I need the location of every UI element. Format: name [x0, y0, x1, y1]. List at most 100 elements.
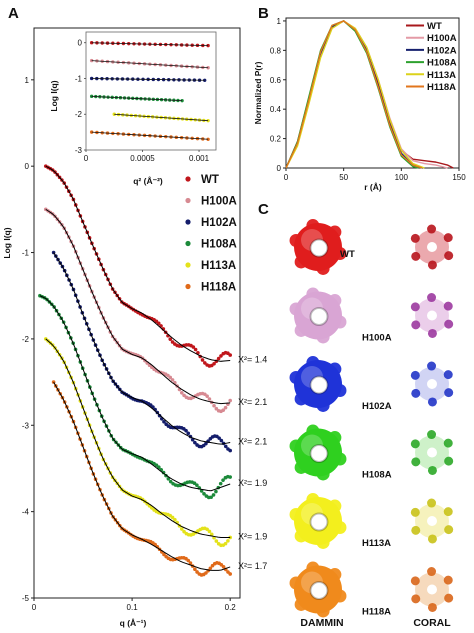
- main-point: [217, 436, 221, 440]
- main-point: [208, 566, 213, 571]
- main-point: [168, 479, 173, 484]
- main-y-tick-label: -1: [22, 249, 30, 258]
- pr-y-axis-label: Normalized P(r): [253, 61, 263, 124]
- pr-y-tick-label: 1: [277, 17, 282, 26]
- model-label-h118a: H118A: [362, 607, 391, 618]
- main-point: [199, 489, 204, 493]
- inset-point: [206, 66, 210, 70]
- main-point: [209, 495, 213, 500]
- dammin-model-h113a: [289, 493, 347, 549]
- legend-marker-h113a: [185, 262, 191, 268]
- main-point: [216, 356, 221, 361]
- main-point: [170, 515, 175, 520]
- main-point: [228, 475, 232, 479]
- main-x-tick-label: 0.2: [225, 603, 237, 612]
- inset-series-wt: [89, 41, 210, 48]
- pr-x-axis-label: r (Å): [364, 182, 382, 192]
- inset-fit-line: [91, 131, 209, 140]
- dammin-model-h108a: [289, 424, 347, 481]
- main-point: [184, 428, 188, 433]
- inset-series-h100a: [89, 58, 210, 70]
- main-point: [186, 558, 191, 563]
- main-point: [214, 489, 218, 494]
- legend-label-h102a: H102A: [201, 217, 237, 229]
- main-point: [212, 361, 216, 366]
- legend-label-wt: WT: [201, 174, 219, 186]
- main-series-wt: X²= 1.4: [43, 164, 267, 368]
- inset-point: [180, 98, 184, 103]
- main-point: [162, 552, 166, 557]
- guinier-inset-plot: 0 0.0005 0.001 0 -1 -2 -3 Log I(q) q² (Å⁻²): [49, 31, 217, 186]
- inset-point: [89, 41, 94, 45]
- panel-label-a: A: [8, 5, 19, 22]
- inset-fit-line: [91, 60, 209, 69]
- coral-model-h113a: [410, 498, 454, 544]
- main-fit-line: [45, 338, 231, 539]
- model-label-h100a: H100A: [362, 333, 392, 344]
- inset-y-tick-label: -3: [75, 146, 83, 155]
- inset-y-tick-label: -2: [75, 110, 83, 119]
- pr-y-tick-label: 0.8: [270, 46, 282, 55]
- inset-fit-line: [91, 95, 183, 102]
- main-point: [205, 394, 209, 398]
- inset-x-axis-label: q² (Å⁻²): [133, 176, 163, 186]
- inset-x-tick-label: 0: [84, 154, 89, 163]
- model-row-wt: WT: [289, 219, 454, 275]
- pr-legend-label-h100a: H100A: [427, 33, 457, 44]
- pr-line-h113a: [285, 20, 425, 169]
- panel-label-b: B: [258, 5, 269, 22]
- main-point: [205, 527, 209, 532]
- main-point: [219, 354, 223, 358]
- inset-point: [89, 94, 94, 99]
- main-y-tick-label: -4: [22, 508, 30, 517]
- dammin-column-label: DAMMIN: [300, 617, 343, 629]
- main-point: [228, 353, 232, 357]
- legend-label-h113a: H113A: [201, 260, 236, 272]
- chi-square-label: X²= 1.9: [238, 532, 267, 542]
- main-point: [223, 541, 228, 546]
- inset-series-h113a: [112, 112, 210, 123]
- main-point: [211, 493, 216, 497]
- pr-x-tick-label: 50: [339, 173, 348, 182]
- pr-legend-label-h102a: H102A: [427, 45, 457, 56]
- main-point: [228, 572, 232, 576]
- main-y-tick-label: -2: [22, 335, 30, 344]
- chi-square-label: X²= 1.9: [238, 478, 267, 488]
- inset-y-axis-label: Log I(q): [49, 80, 59, 111]
- coral-model-h100a: [410, 293, 454, 338]
- legend-marker-wt: [185, 176, 191, 182]
- chi-square-label: X²= 1.4: [238, 355, 267, 365]
- main-series-h108a: X²= 1.9: [38, 293, 267, 500]
- main-point: [207, 529, 212, 534]
- dammin-model-h118a: [289, 561, 347, 618]
- legend-marker-h102a: [185, 219, 191, 225]
- model-row-h102a: H102A: [289, 356, 454, 412]
- main-point: [218, 481, 223, 486]
- chi-square-label: X²= 1.7: [238, 561, 267, 571]
- pr-legend-label-h113a: H113A: [427, 70, 456, 81]
- pr-y-tick-label: 0: [277, 164, 282, 173]
- main-plot-frame: [33, 27, 241, 599]
- inset-point: [112, 112, 116, 116]
- model-row-h100a: H100A: [289, 287, 454, 344]
- inset-series-h102a: [89, 76, 207, 82]
- pr-legend-label-wt: WT: [427, 21, 442, 32]
- model-label-wt: WT: [340, 249, 355, 260]
- chi-square-label: X²= 2.1: [238, 397, 267, 407]
- coral-model-h108a: [410, 430, 454, 475]
- model-row-h108a: H108A: [289, 424, 454, 481]
- inset-series-h118a: [89, 130, 210, 141]
- legend-label-h118a: H118A: [201, 282, 236, 294]
- main-y-axis-label: Log I(q): [2, 227, 12, 258]
- main-point: [200, 358, 205, 362]
- main-point: [191, 345, 196, 349]
- chi-square-label: X²= 2.1: [238, 437, 267, 447]
- main-point: [214, 539, 219, 543]
- pr-x-tick-label: 150: [452, 173, 466, 182]
- main-point: [207, 397, 212, 401]
- inset-point: [89, 76, 94, 81]
- main-point: [212, 403, 216, 408]
- main-fit-line: [45, 208, 231, 405]
